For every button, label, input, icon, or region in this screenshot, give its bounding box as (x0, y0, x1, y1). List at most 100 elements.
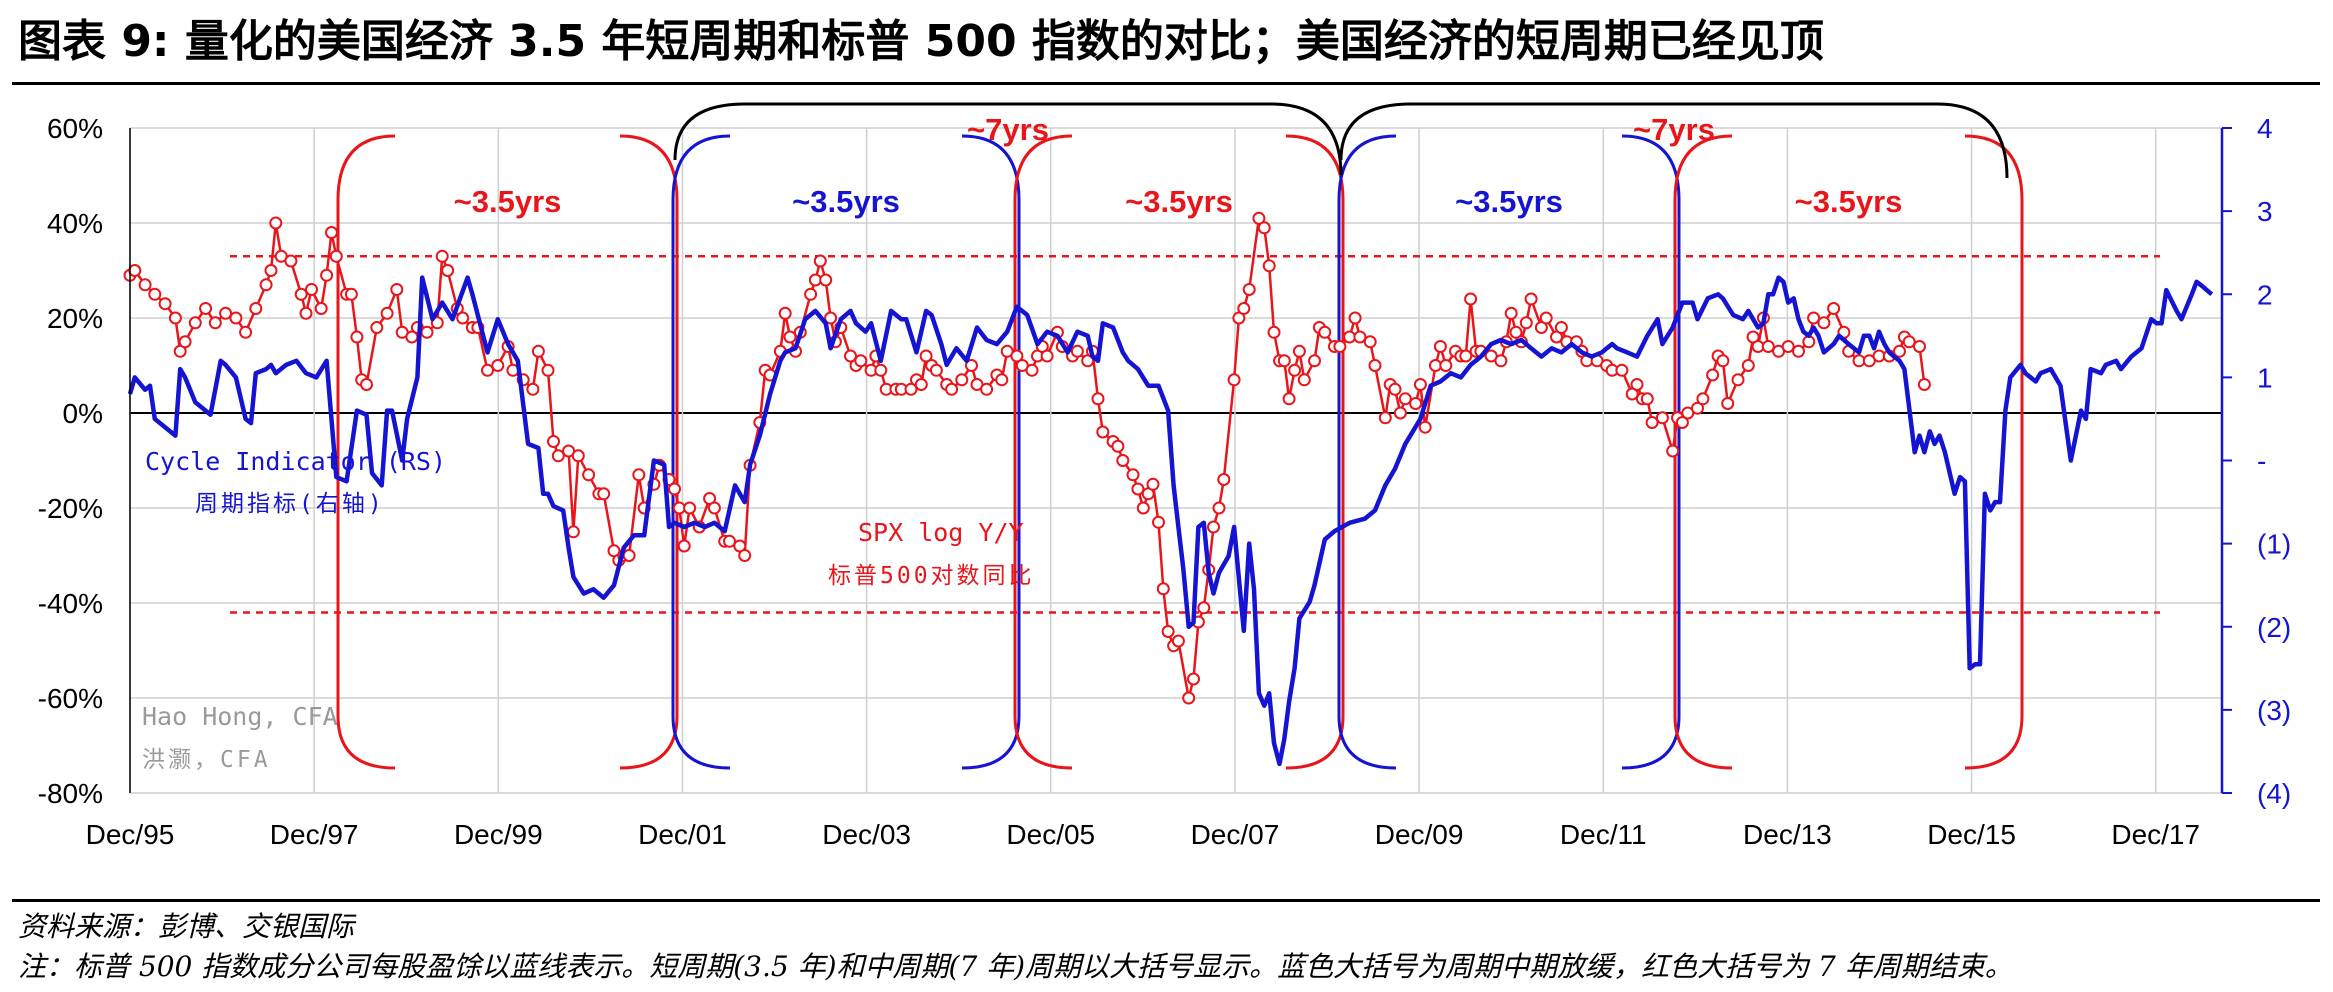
x-tick-label: Dec/07 (1191, 819, 1280, 850)
spx-point (1655, 411, 1669, 425)
spx-point (1267, 325, 1281, 339)
spx-point (1913, 340, 1926, 353)
spx-point (1116, 454, 1130, 467)
spx-point (420, 325, 434, 339)
spx-point (1212, 501, 1226, 515)
spx-point (199, 302, 213, 315)
spx-point (1363, 335, 1377, 349)
spx-point (259, 278, 273, 292)
spx-point (1308, 354, 1321, 368)
spx-point (813, 254, 827, 268)
spx-point (1368, 359, 1382, 372)
chart-labels: Cycle Indicator (RS) 周期指标(右轴) SPX log Y/… (142, 447, 1032, 773)
spx-point (1398, 392, 1412, 406)
spx-point (1091, 392, 1105, 406)
spx-point (456, 311, 470, 325)
spx-point (1257, 221, 1271, 235)
spx-point (219, 306, 233, 320)
bracket-right (619, 134, 679, 770)
spx-point (929, 363, 943, 377)
y-left-tick-label: -60% (38, 683, 103, 714)
spx-point (370, 321, 384, 334)
spx-point (571, 449, 585, 463)
spx-point (1348, 311, 1362, 325)
spx-point (526, 382, 540, 396)
spx-point (874, 363, 888, 377)
spx-point (1152, 515, 1165, 529)
spx-point (980, 382, 994, 396)
spx-point (168, 311, 182, 325)
spx-point (1182, 691, 1196, 705)
spx-point (1025, 363, 1039, 377)
spx-point (1817, 316, 1831, 330)
spx-point (1040, 349, 1054, 363)
spx-point (1197, 601, 1211, 615)
annotation-author-cn: 洪灏，CFA (142, 747, 271, 773)
spx-point (1539, 311, 1553, 325)
spx-point (360, 378, 373, 391)
spx-point (344, 287, 358, 301)
annotation-author-en: Hao Hong, CFA (142, 702, 338, 731)
spx-point (1333, 340, 1347, 353)
spx-point (441, 264, 455, 277)
spx-point (1731, 373, 1745, 387)
spx-point (299, 306, 313, 320)
spx-point (914, 378, 928, 391)
spx-point (148, 287, 162, 301)
spx-point (314, 302, 328, 315)
bracket-label-7yr: ~7yrs (967, 112, 1049, 147)
y-right-tick-label: - (2257, 446, 2266, 477)
bracket-left (1337, 134, 1397, 770)
x-tick-label: Dec/13 (1743, 819, 1832, 850)
spx-point (824, 311, 838, 325)
spx-point (1277, 354, 1291, 368)
spx-point (1893, 344, 1906, 358)
spx-point (1393, 406, 1407, 420)
y-right-tick-label: 4 (2257, 113, 2273, 144)
spx-point (1675, 416, 1689, 429)
spx-point (945, 382, 959, 396)
spx-point (819, 273, 833, 287)
spx-point (178, 335, 192, 349)
footer-rule (12, 899, 2320, 902)
spx-point (1318, 325, 1332, 339)
spx-point (783, 330, 797, 344)
y-right-tick-label: (3) (2257, 695, 2291, 726)
spx-point (1439, 359, 1453, 372)
bracket-left (671, 134, 731, 770)
spx-point (1353, 330, 1367, 344)
spx-point (1761, 340, 1775, 353)
spx-point (551, 449, 565, 463)
spx-point (1706, 368, 1720, 382)
spx-point (1413, 378, 1427, 391)
spx-point (188, 316, 202, 330)
spx-point (1131, 482, 1145, 496)
axes: 60% 40% 20% 0% -20% -40% -60% -80% Dec/95 Dec/97 D… (38, 113, 2292, 850)
bracket-right (1964, 134, 2024, 770)
spx-point (1171, 634, 1185, 648)
spx-point (778, 306, 792, 320)
spx-point (1504, 306, 1518, 320)
spx-point (239, 325, 253, 339)
spx-point (1217, 473, 1231, 486)
spx-point (1494, 354, 1508, 368)
spx-point (582, 468, 596, 482)
spx-point (1721, 397, 1735, 410)
bracket-label-3-5yr: ~3.5yrs (1455, 184, 1563, 219)
title-rule (12, 82, 2320, 85)
spx-point (1136, 501, 1150, 515)
spx-point (1096, 425, 1110, 439)
bracket-right (1285, 134, 1345, 770)
bracket-left (1673, 134, 1733, 770)
gridlines (129, 127, 2222, 794)
x-tick-label: Dec/05 (1006, 819, 1095, 850)
spx-point (668, 482, 681, 496)
spx-point (435, 249, 449, 263)
spx-point (683, 501, 697, 515)
x-tick-label: Dec/09 (1375, 819, 1464, 850)
spx-point (229, 311, 243, 325)
spx-point (249, 302, 263, 315)
y-right-tick-label: 3 (2257, 196, 2273, 227)
spx-point (1459, 349, 1473, 363)
spx-point (329, 249, 343, 263)
